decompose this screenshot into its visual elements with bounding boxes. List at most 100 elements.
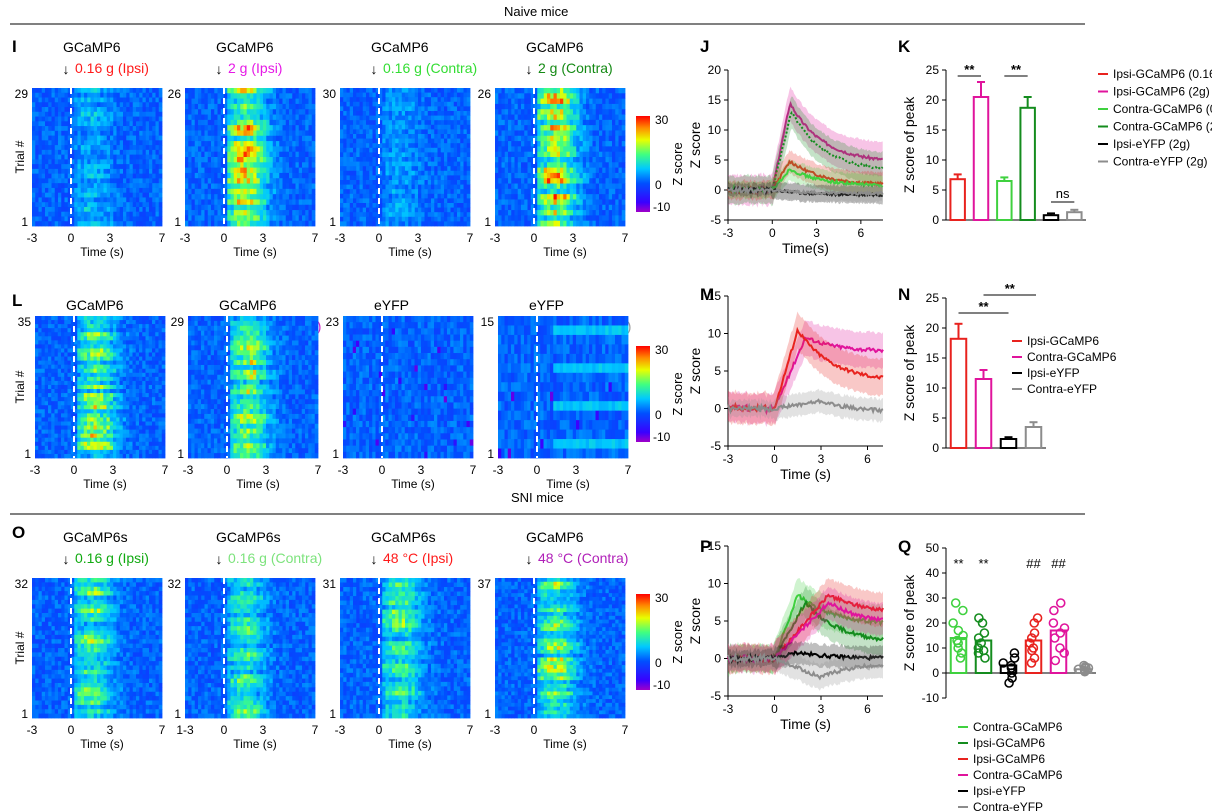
heatmap-cell: [305, 167, 309, 174]
heatmap-cell: [198, 93, 202, 100]
heatmap-cell: [566, 204, 571, 211]
heatmap-cell: [437, 138, 442, 144]
heatmap-cell: [612, 141, 616, 147]
heatmap-cell: [48, 97, 52, 103]
heatmap-cell: [185, 194, 189, 200]
heatmap-cell: [90, 92, 95, 98]
heatmap-cell: [279, 162, 283, 169]
heatmap-cell: [353, 180, 357, 185]
heatmap-cell: [220, 88, 225, 94]
heatmap-cell: [214, 199, 218, 206]
heatmap-cell: [224, 183, 228, 190]
heatmap-cell: [38, 92, 43, 98]
heatmap-cell: [155, 324, 159, 329]
heatmap-cell: [447, 92, 451, 98]
heatmap-cell: [237, 88, 241, 94]
heatmap-cell: [149, 192, 153, 198]
heatmap-cell: [240, 162, 244, 169]
heatmap-cell: [90, 340, 94, 345]
heatmap-cell: [385, 88, 390, 93]
heatmap-cell: [259, 93, 264, 100]
heatmap-cell: [80, 216, 85, 222]
heatmap-cell: [340, 184, 344, 190]
heatmap-cell: [276, 199, 280, 206]
heatmap-cell: [126, 324, 130, 329]
heatmap-cell: [447, 138, 451, 144]
heatmap-cell: [605, 157, 610, 163]
heatmap-cell: [211, 210, 215, 216]
heatmap-cell: [453, 143, 458, 149]
heatmap-cell: [460, 129, 464, 135]
heatmap-cell: [534, 162, 538, 169]
heatmap-cell: [382, 189, 386, 195]
heatmap-cell: [418, 111, 422, 116]
heatmap-cell: [158, 159, 163, 165]
heatmap-cell: [295, 130, 300, 137]
heatmap-cell: [106, 116, 111, 122]
heatmap-cell: [401, 152, 406, 158]
heatmap-cell: [106, 221, 111, 227]
heatmap-cell: [495, 204, 499, 211]
heatmap-cell: [74, 356, 78, 362]
heatmap-cell: [129, 107, 134, 113]
heatmap-cell: [204, 135, 209, 142]
heatmap-cell: [224, 125, 228, 131]
heatmap-cell: [41, 116, 46, 122]
heatmap-cell: [599, 157, 603, 163]
heatmap-cell: [253, 93, 257, 100]
heatmap-cell: [453, 166, 458, 172]
heatmap-cell: [41, 121, 46, 127]
heatmap-cell: [266, 98, 270, 105]
heatmap-cell: [217, 130, 222, 137]
heatmap-cell: [149, 183, 153, 189]
heatmap-cell: [67, 92, 72, 98]
heatmap-cell: [576, 162, 580, 169]
heatmap-cell: [401, 212, 406, 218]
heatmap-cell: [508, 172, 512, 179]
heatmap-cell: [618, 103, 623, 110]
heatmap-cell: [530, 119, 535, 126]
heatmap-cell: [240, 210, 244, 216]
heatmap-cell: [233, 188, 238, 195]
heatmap-cell: [408, 147, 412, 153]
heatmap-cell: [70, 316, 75, 321]
heatmap-cell: [618, 204, 623, 211]
heatmap-cell: [392, 184, 396, 190]
heatmap-cell: [440, 92, 445, 98]
heatmap-cell: [83, 348, 88, 353]
heatmap-cell: [343, 193, 347, 199]
heatmap-cell: [292, 125, 296, 131]
heatmap-cell: [498, 119, 502, 126]
heatmap-cell: [194, 157, 199, 163]
heatmap-cell: [41, 221, 46, 227]
heatmap-cell: [605, 93, 610, 100]
heatmap-cell: [450, 189, 455, 195]
heatmap-cell: [466, 189, 471, 195]
heatmap-cell: [220, 93, 225, 100]
heatmap-cell: [599, 162, 603, 169]
heatmap-cell: [560, 172, 564, 179]
heatmap-cell: [233, 130, 238, 137]
heatmap-cell: [139, 356, 143, 362]
heatmap-cell: [71, 221, 75, 227]
heatmap-cell: [77, 121, 82, 127]
heatmap-cell: [139, 320, 143, 325]
heatmap-cell: [96, 352, 101, 357]
heatmap-cell: [421, 152, 425, 158]
heatmap-cell: [401, 138, 406, 144]
heatmap-cell: [508, 167, 512, 174]
heatmap-cell: [129, 135, 134, 141]
heatmap-cell: [282, 204, 287, 211]
heatmap-cell: [93, 126, 98, 132]
heatmap-cell: [64, 102, 69, 108]
heatmap-cell: [576, 146, 580, 153]
heatmap-cell: [305, 125, 309, 131]
heatmap-cell: [599, 98, 603, 105]
heatmap-cell: [398, 166, 403, 172]
heatmap-cell: [266, 215, 270, 222]
heatmap-cell: [155, 88, 160, 94]
heatmap-cell: [77, 340, 81, 345]
heatmap-cell: [444, 166, 448, 172]
heatmap-cell: [527, 157, 532, 163]
heatmap-cell: [621, 215, 626, 222]
